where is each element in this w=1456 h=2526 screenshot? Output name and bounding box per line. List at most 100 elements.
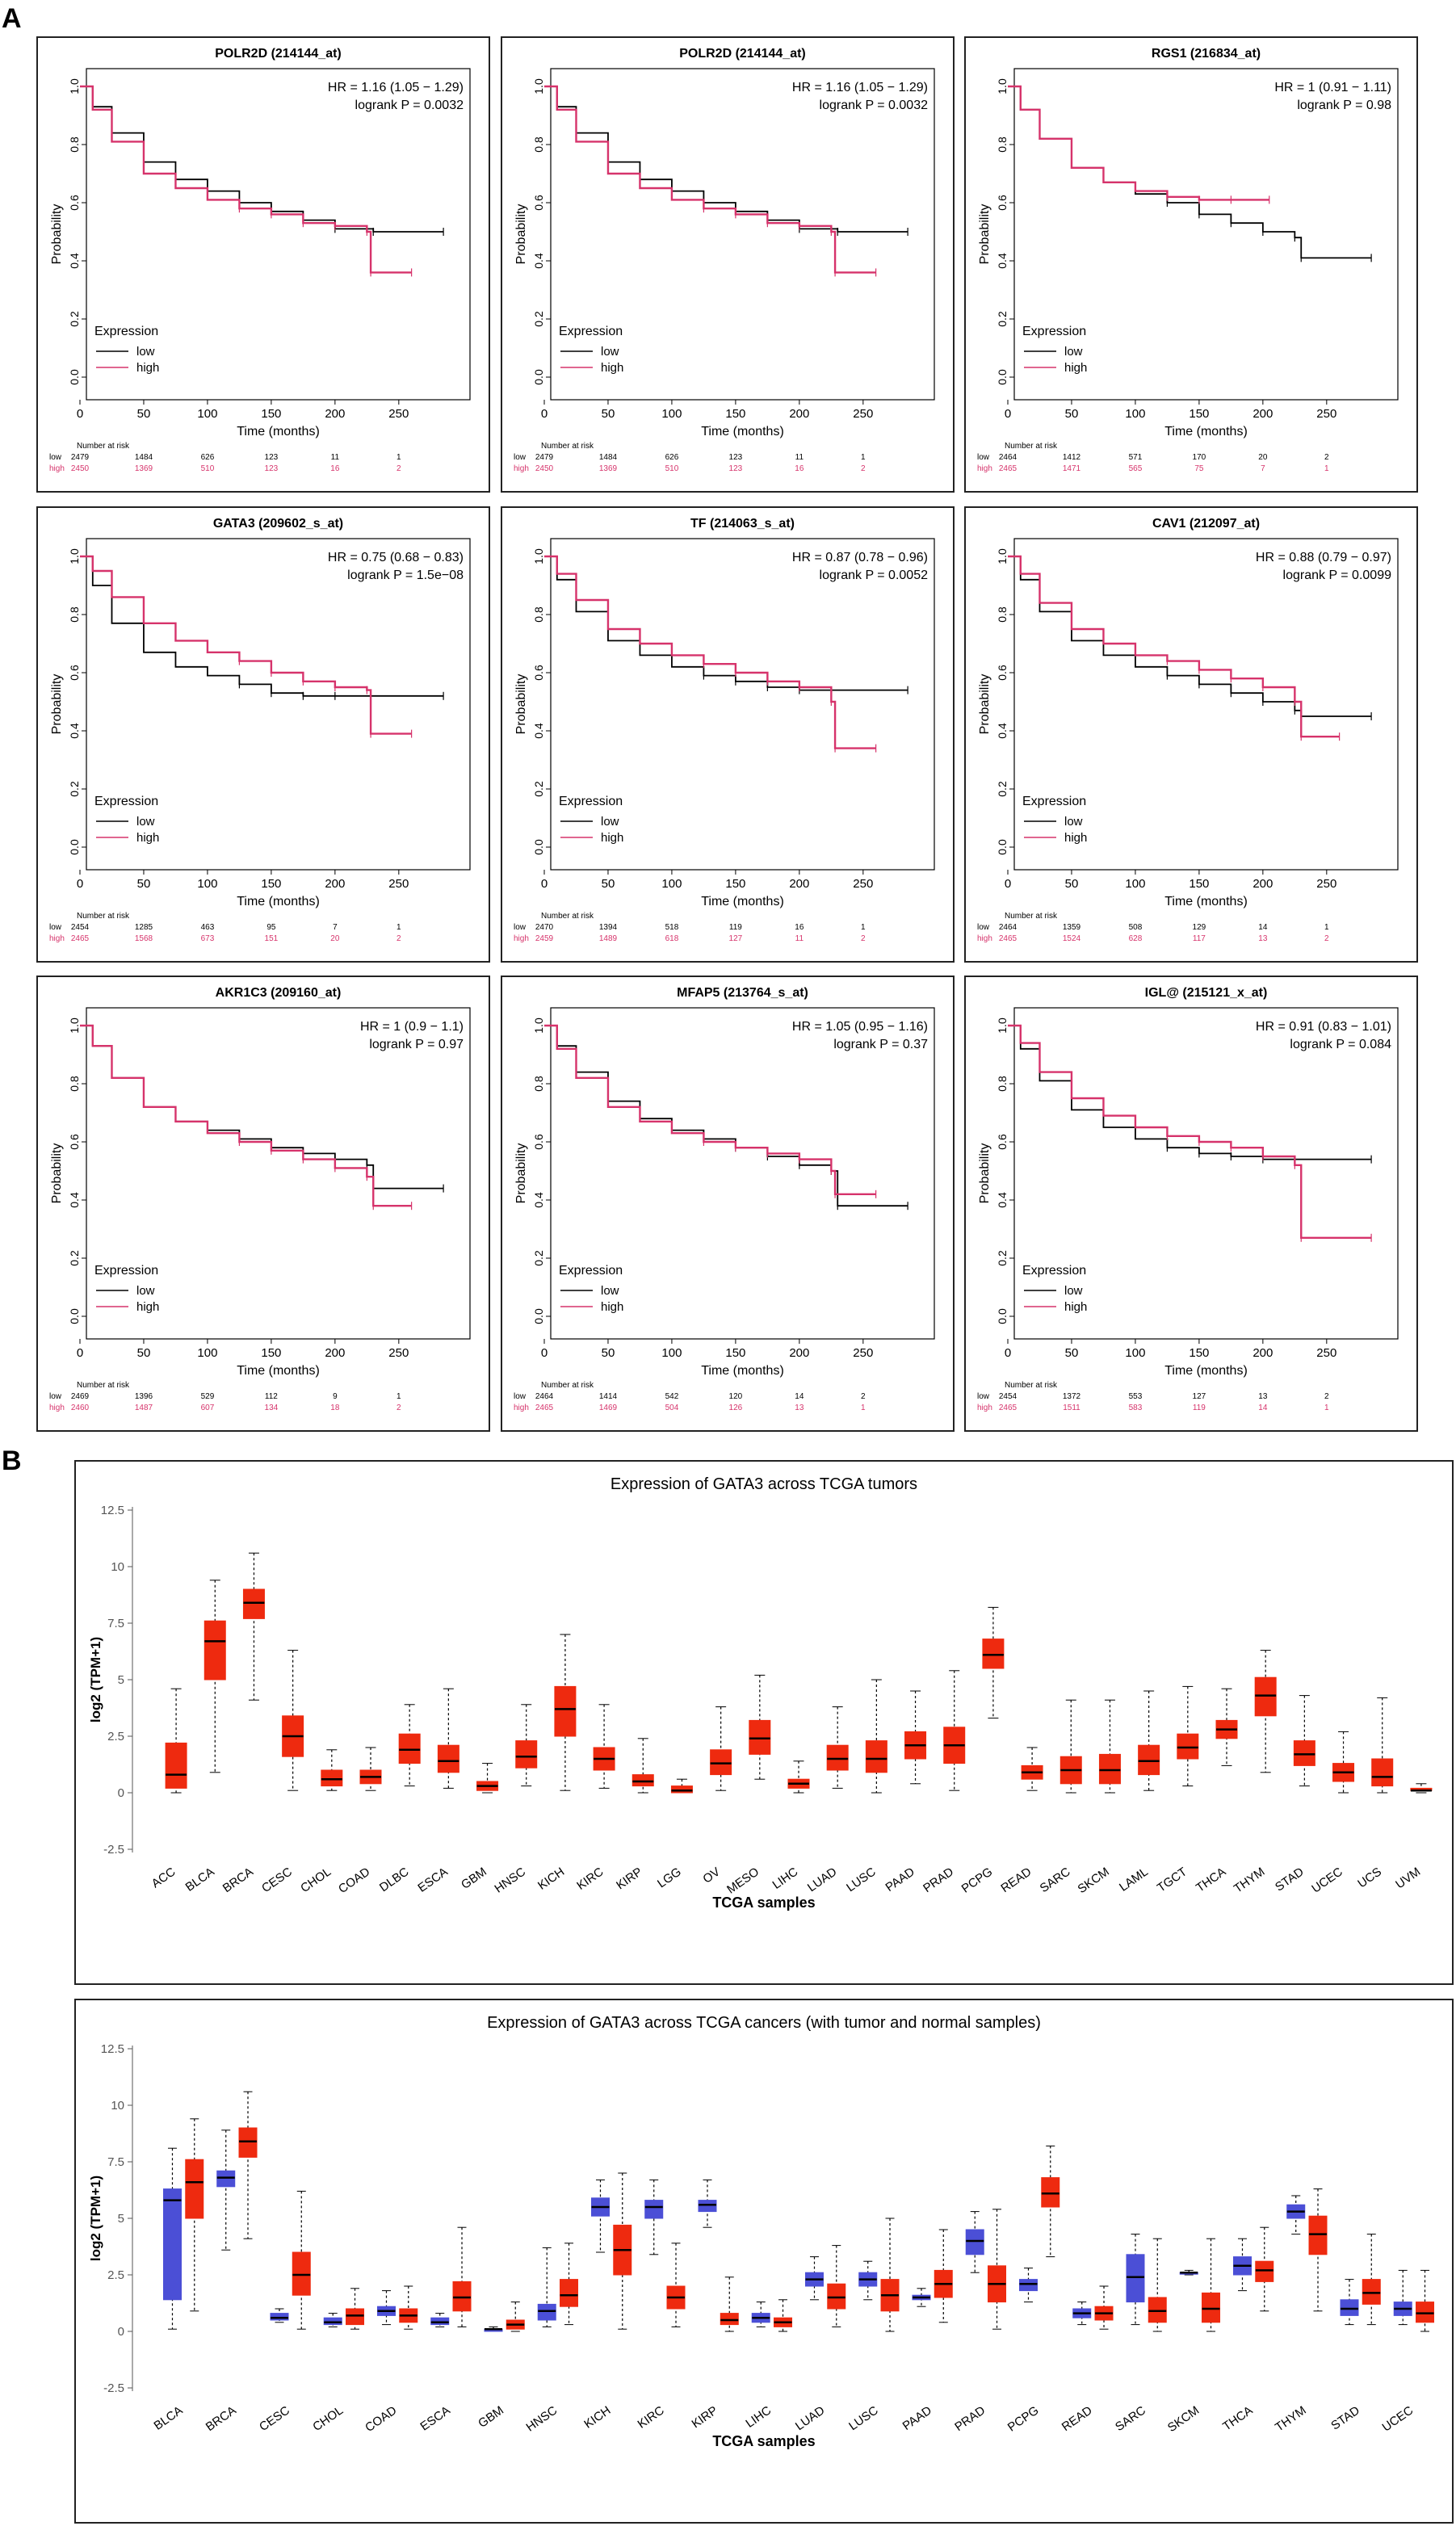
km-x-tick-label: 250 xyxy=(853,877,873,891)
km-risk-low-value: 1394 xyxy=(599,923,618,932)
km-y-axis-label: Probability xyxy=(978,204,992,265)
km-x-tick-label: 50 xyxy=(602,407,615,421)
km-legend-low-label: low xyxy=(601,1284,619,1298)
km-y-tick-label: 0.6 xyxy=(996,665,1009,681)
km-logrank-text: logrank P = 0.0032 xyxy=(355,99,464,112)
km-risk-high-value: 123 xyxy=(729,464,743,473)
km-x-tick-label: 250 xyxy=(388,407,409,421)
box-category-label: CESC xyxy=(257,2403,292,2434)
km-risk-high-value: 2465 xyxy=(999,1404,1018,1412)
km-y-tick-label: 0.6 xyxy=(532,1134,545,1150)
box-category-label: UCEC xyxy=(1309,1865,1345,1895)
km-legend-title: Expression xyxy=(1022,325,1086,338)
km-y-tick-label: 0.0 xyxy=(532,369,545,385)
box-category-label: HNSC xyxy=(492,1865,528,1895)
km-logrank-text: logrank P = 0.084 xyxy=(1290,1038,1391,1051)
km-risk-title: Number at risk xyxy=(1005,1381,1058,1390)
km-y-tick-label: 0.6 xyxy=(68,195,81,211)
km-plot-frame xyxy=(550,538,935,871)
km-risk-high-value: 1487 xyxy=(135,1404,153,1412)
km-y-tick-label: 0.4 xyxy=(68,723,81,739)
km-curve-high xyxy=(80,555,412,735)
box-iqr-tumor xyxy=(749,1719,771,1755)
km-plot-2: POLR2D (214144_at) 0.0 0.2 0.4 0.6 0.8 1.0 Prob… xyxy=(514,47,935,473)
box-category-label: CHOL xyxy=(298,1865,334,1895)
box-x-axis-label: TCGA samples xyxy=(712,2433,815,2449)
km-risk-low-value: 2 xyxy=(861,1392,866,1401)
km-risk-high-value: 1511 xyxy=(1063,1404,1080,1412)
km-risk-low-value: 2470 xyxy=(535,923,554,932)
km-risk-low-value: 16 xyxy=(795,923,804,932)
box-iqr-tumor xyxy=(1041,2177,1060,2208)
km-x-tick-label: 100 xyxy=(197,1346,217,1360)
km-x-tick-label: 250 xyxy=(388,1346,409,1360)
km-risk-row-low: low xyxy=(977,923,990,932)
km-y-tick-label: 0.4 xyxy=(996,253,1009,269)
section-a-label: A xyxy=(2,3,22,34)
box-iqr-normal xyxy=(430,2317,450,2326)
km-hr-text: HR = 0.75 (0.68 − 0.83) xyxy=(328,551,464,564)
km-x-tick-label: 250 xyxy=(853,1346,873,1360)
km-y-tick-label: 1.0 xyxy=(996,1018,1009,1034)
km-x-tick-label: 150 xyxy=(261,1346,281,1360)
km-panel-9: IGL@ (215121_x_at) 0.0 0.2 0.4 0.6 0.8 1.0 Prob… xyxy=(964,976,1418,1432)
box-category-label: GBM xyxy=(459,1865,489,1892)
km-risk-high-value: 126 xyxy=(729,1404,743,1412)
box-category-label: CESC xyxy=(259,1865,295,1895)
km-risk-high-value: 18 xyxy=(330,1404,340,1412)
box-iqr-tumor xyxy=(204,1620,226,1681)
km-risk-low-value: 129 xyxy=(1193,923,1206,932)
km-x-axis-label: Time (months) xyxy=(1164,895,1248,908)
km-risk-low-value: 1 xyxy=(397,453,401,462)
box-category-label: STAD xyxy=(1328,2403,1362,2432)
km-y-tick-label: 0.4 xyxy=(68,1192,81,1208)
box-iqr-tumor xyxy=(346,2308,365,2326)
km-x-tick-label: 150 xyxy=(1189,877,1209,891)
km-legend-low-label: low xyxy=(136,345,155,359)
km-x-tick-label: 50 xyxy=(1065,407,1079,421)
km-y-tick-label: 0.2 xyxy=(68,781,81,797)
km-legend-title: Expression xyxy=(1022,1264,1086,1278)
box-panel-tumors: Expression of GATA3 across TCGA tumors -2… xyxy=(74,1460,1454,1985)
km-y-tick-label: 0.2 xyxy=(996,781,1009,797)
km-risk-high-value: 1568 xyxy=(135,934,153,943)
km-x-tick-label: 50 xyxy=(1065,1346,1079,1360)
km-title: TF (214063_s_at) xyxy=(690,517,795,531)
km-x-tick-label: 0 xyxy=(77,877,83,891)
km-legend-title: Expression xyxy=(94,795,158,808)
km-x-tick-label: 50 xyxy=(137,877,151,891)
km-risk-row-high: high xyxy=(49,464,65,473)
box-category-label: COAD xyxy=(363,2403,399,2435)
km-risk-low-value: 14 xyxy=(1258,923,1268,932)
km-logrank-text: logrank P = 0.0032 xyxy=(820,99,929,112)
km-risk-high-value: 618 xyxy=(665,934,679,943)
km-x-tick-label: 0 xyxy=(77,1346,83,1360)
km-y-tick-label: 0.4 xyxy=(532,253,545,269)
km-y-axis-label: Probability xyxy=(50,204,64,265)
box-plot-paired: Expression of GATA3 across TCGA cancers … xyxy=(88,2014,1435,2449)
km-legend-title: Expression xyxy=(94,1264,158,1278)
box-iqr-tumor xyxy=(165,1742,187,1789)
km-risk-row-high: high xyxy=(49,1404,65,1412)
km-curve-high xyxy=(80,85,412,274)
km-risk-high-value: 2459 xyxy=(535,934,554,943)
km-legend-high-label: high xyxy=(601,1300,623,1314)
km-y-tick-label: 0.4 xyxy=(532,1192,545,1208)
km-legend-low-label: low xyxy=(601,345,619,359)
km-risk-high-value: 2 xyxy=(397,934,401,943)
km-x-tick-label: 50 xyxy=(602,1346,615,1360)
box-panel-paired: Expression of GATA3 across TCGA cancers … xyxy=(74,1999,1454,2524)
km-risk-low-value: 1 xyxy=(397,923,401,932)
box-iqr-tumor xyxy=(1138,1744,1160,1776)
km-panel-6: CAV1 (212097_at) 0.0 0.2 0.4 0.6 0.8 1.0 Probab… xyxy=(964,506,1418,963)
km-y-tick-label: 0.0 xyxy=(996,1308,1009,1324)
km-hr-text: HR = 1.05 (0.95 − 1.16) xyxy=(792,1020,928,1034)
km-risk-low-value: 2454 xyxy=(999,1392,1018,1401)
km-risk-low-value: 2479 xyxy=(71,453,90,462)
box-iqr-tumor xyxy=(321,1769,343,1787)
box-category-label: PCPG xyxy=(1005,2403,1042,2434)
km-y-tick-label: 0.0 xyxy=(532,839,545,855)
km-x-tick-label: 200 xyxy=(789,407,809,421)
box-category-label: KIRP xyxy=(614,1865,644,1892)
km-risk-title: Number at risk xyxy=(1005,442,1058,451)
